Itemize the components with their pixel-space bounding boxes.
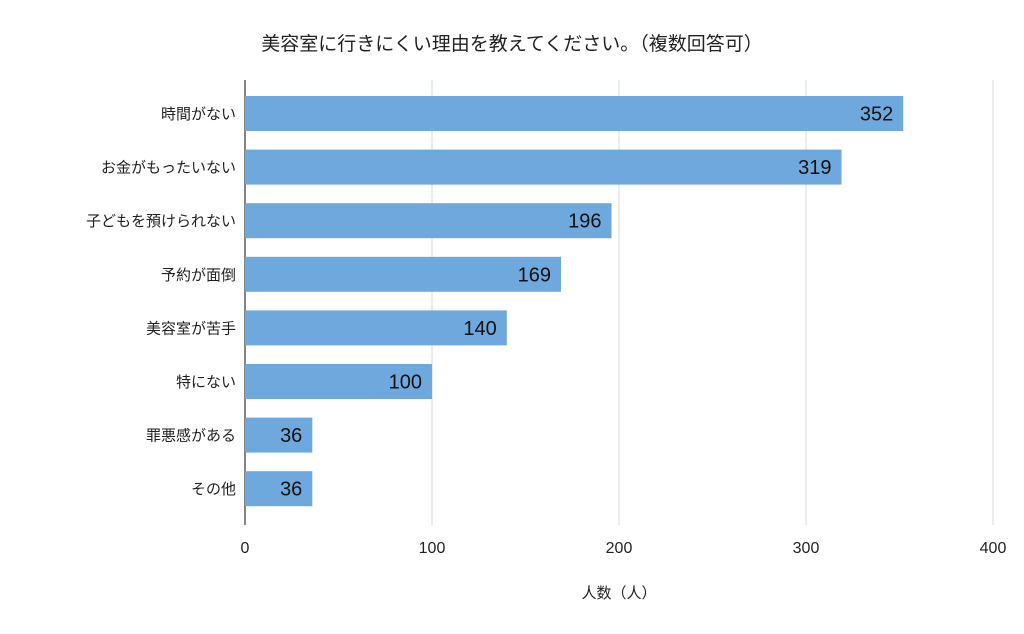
bar (245, 417, 313, 453)
x-tick-label: 0 (241, 540, 250, 557)
category-label: 時間がない (161, 105, 236, 123)
data-label: 36 (280, 479, 302, 501)
category-label: 予約が面倒 (161, 266, 236, 284)
data-label: 169 (518, 264, 551, 286)
data-label: 319 (798, 157, 831, 179)
data-labels: 352 319 196 169 140 100 36 36 (280, 104, 893, 501)
bar (245, 471, 313, 507)
bar (245, 149, 842, 185)
category-label: 罪悪感がある (146, 427, 236, 445)
chart-title: 美容室に行きにくい理由を教えてください。（複数回答可） (261, 33, 763, 55)
x-tick-label: 400 (980, 540, 1007, 557)
x-tick-label: 100 (419, 540, 446, 557)
data-label: 196 (568, 211, 601, 233)
category-label: 美容室が苦手 (146, 319, 236, 337)
category-label: その他 (191, 480, 236, 498)
bar (245, 310, 507, 346)
data-label: 140 (463, 318, 496, 340)
data-label: 100 (389, 372, 422, 394)
gridlines (244, 80, 994, 525)
category-label: お金がもったいない (101, 159, 236, 177)
category-label: 子どもを預けられない (86, 212, 236, 230)
bar (245, 96, 904, 131)
bar (245, 256, 562, 292)
data-label: 36 (280, 425, 302, 447)
data-label: 352 (860, 104, 893, 126)
x-tick-labels: 0 100 200 300 400 (241, 540, 1007, 557)
bar (245, 203, 612, 239)
bar (245, 364, 432, 399)
bars (245, 96, 904, 507)
x-tick-label: 300 (793, 540, 820, 557)
category-label: 特にない (176, 373, 236, 391)
category-labels: 時間がないお金がもったいない子どもを預けられない予約が面倒美容室が苦手特にない罪… (86, 105, 236, 498)
x-tick-label: 200 (606, 540, 633, 557)
x-axis-label: 人数（人） (581, 584, 656, 602)
